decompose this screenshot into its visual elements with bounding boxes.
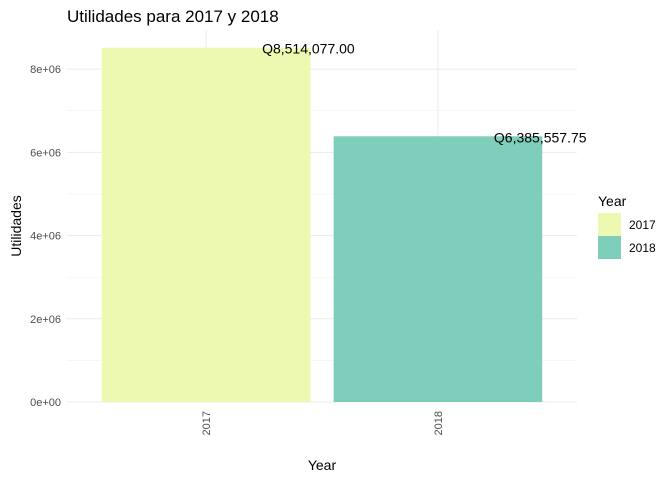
y-tick-label: 8e+06 bbox=[30, 64, 61, 76]
legend-swatch-2017 bbox=[598, 213, 621, 236]
bar-2018 bbox=[333, 136, 543, 402]
y-tick-label: 0e+00 bbox=[30, 397, 61, 409]
legend-title: Year bbox=[598, 193, 627, 209]
y-tick-label: 2e+06 bbox=[30, 314, 61, 326]
data-labels: Q8,514,077.00 Q6,385,557.75 bbox=[262, 41, 587, 146]
bars bbox=[101, 47, 543, 403]
data-label-2018: Q6,385,557.75 bbox=[494, 129, 587, 145]
y-tick-label: 4e+06 bbox=[30, 231, 61, 243]
legend-label-2017: 2017 bbox=[629, 218, 656, 232]
bar-2017 bbox=[101, 47, 311, 403]
legend-label-2018: 2018 bbox=[629, 241, 656, 255]
legend-swatch-2018 bbox=[598, 236, 621, 259]
x-tick-label: 2017 bbox=[201, 411, 213, 435]
y-tick-label: 6e+06 bbox=[30, 147, 61, 159]
x-tick-label: 2018 bbox=[433, 411, 445, 435]
data-label-2017: Q8,514,077.00 bbox=[262, 41, 355, 57]
legend: Year 2017 2018 bbox=[598, 193, 656, 259]
x-axis-title: Year bbox=[308, 457, 337, 473]
x-axis-ticks: 2017 2018 bbox=[201, 411, 445, 435]
chart-title: Utilidades para 2017 y 2018 bbox=[67, 7, 279, 26]
y-axis-title: Utilidades bbox=[8, 195, 24, 256]
y-axis-ticks: 0e+00 2e+06 4e+06 6e+06 8e+06 bbox=[30, 64, 61, 409]
